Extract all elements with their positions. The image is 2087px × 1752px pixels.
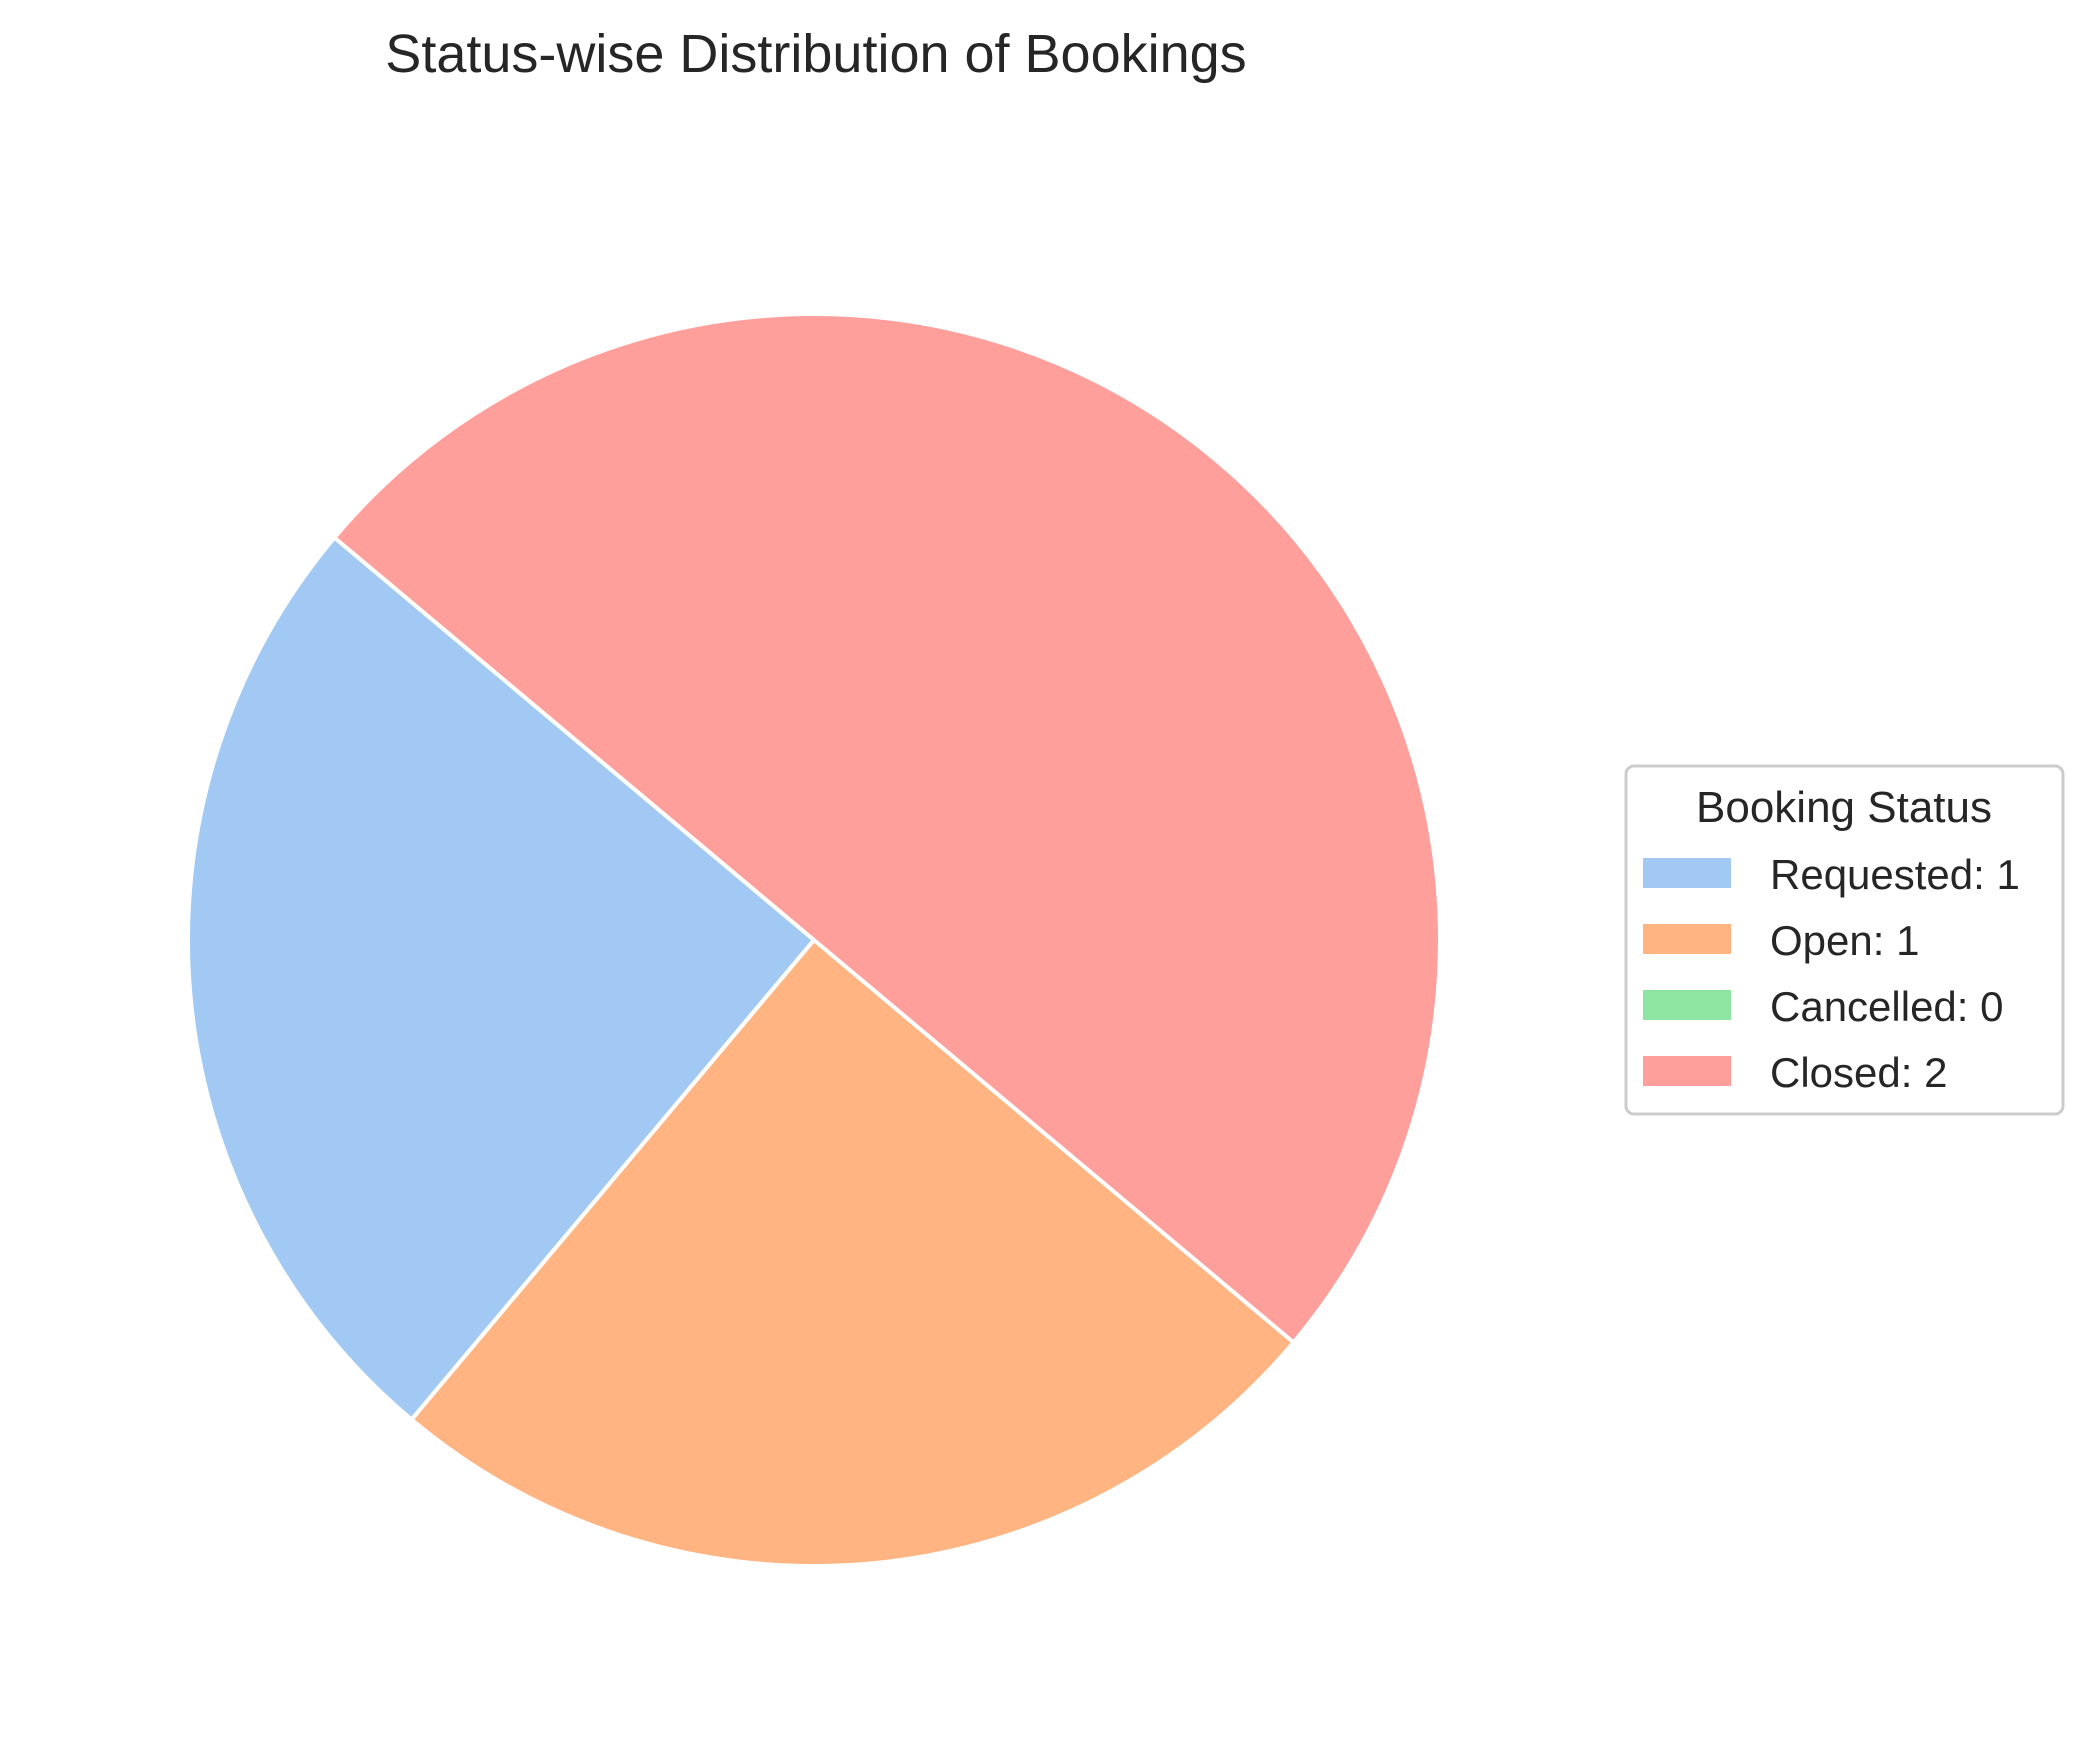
legend-label-closed: Closed: 2 <box>1770 1049 1947 1096</box>
pie-slice-requested <box>186 535 816 1422</box>
pie-wedges <box>186 312 1442 1568</box>
legend-swatch-closed <box>1643 1056 1731 1086</box>
legend-frame <box>1624 764 2065 1116</box>
legend-label-open: Open: 1 <box>1770 917 1919 964</box>
legend-swatch-cancelled <box>1643 990 1731 1020</box>
chart-title: Status-wise Distribution of Bookings <box>385 24 1246 84</box>
pie-slice-open <box>409 938 1296 1568</box>
legend-label-cancelled: Cancelled: 0 <box>1770 983 2003 1030</box>
legend-swatch-open <box>1643 924 1731 954</box>
legend-title: Booking Status <box>1696 783 1992 832</box>
legend: Booking Status Requested: 1 Open: 1 Cancel… <box>1624 764 2065 1116</box>
legend-swatch-requested <box>1643 858 1731 888</box>
legend-items: Requested: 1 Open: 1 Cancelled: 0 Closed: 2 <box>1643 851 2020 1096</box>
legend-label-requested: Requested: 1 <box>1770 851 2020 898</box>
pie-slice-closed <box>332 312 1442 1345</box>
